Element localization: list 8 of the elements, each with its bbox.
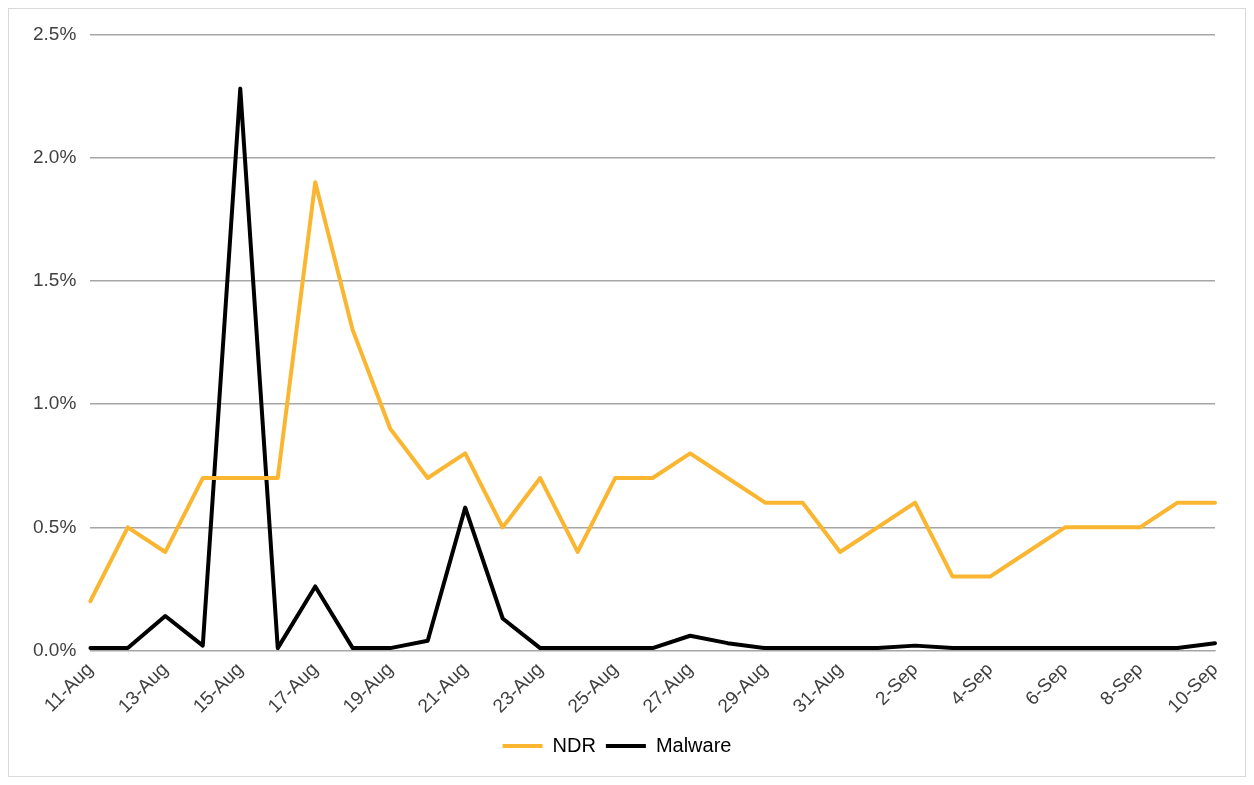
y-tick-label: 1.0% bbox=[32, 392, 77, 414]
y-tick-label: 0.5% bbox=[32, 515, 77, 537]
legend-label: Malware bbox=[655, 733, 732, 756]
y-tick-label: 0.0% bbox=[32, 638, 77, 660]
y-tick-label: 1.5% bbox=[32, 269, 77, 291]
y-tick-label: 2.5% bbox=[32, 22, 77, 44]
legend-label: NDR bbox=[552, 733, 596, 756]
y-tick-label: 2.0% bbox=[32, 145, 77, 167]
